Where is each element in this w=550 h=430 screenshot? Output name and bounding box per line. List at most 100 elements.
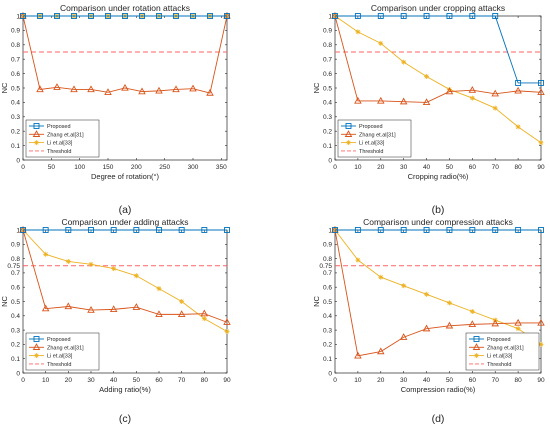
- data-point: [156, 286, 162, 292]
- x-axis-label: Cropping radio(%): [408, 172, 469, 181]
- y-tick-label: 0: [16, 370, 20, 377]
- y-tick-label: 0.7: [323, 270, 332, 277]
- y-tick-label: 0.6: [323, 285, 332, 292]
- data-point: [88, 13, 94, 19]
- x-axis-label: Compression radio(%): [401, 385, 476, 394]
- x-tick-label: 90: [537, 164, 545, 171]
- x-tick-label: 10: [354, 164, 362, 171]
- x-tick-label: 0: [333, 164, 337, 171]
- legend-entry: Li et.al[33]: [29, 140, 73, 147]
- data-point: [121, 83, 129, 91]
- data-point: [104, 88, 112, 95]
- series-line: [22, 15, 228, 94]
- y-tick-label: 0.1: [323, 143, 332, 150]
- legend-label: Zhang et.al[31]: [487, 345, 524, 351]
- legend-marker: [473, 336, 480, 342]
- y-tick-label: 0.4: [323, 100, 332, 107]
- data-point: [538, 227, 544, 233]
- x-axis-label: Degree of rotation(°): [91, 172, 160, 181]
- data-point: [515, 80, 522, 86]
- data-point: [354, 96, 362, 104]
- y-tick-label: 0.7: [11, 270, 20, 277]
- data-point: [206, 88, 214, 96]
- data-point: [377, 13, 384, 19]
- data-point: [492, 227, 499, 233]
- x-tick-label: 100: [74, 164, 85, 171]
- data-point: [424, 291, 430, 297]
- data-point: [332, 13, 338, 19]
- y-axis-label: NC: [0, 82, 9, 93]
- x-tick-label: 10: [42, 377, 50, 384]
- data-point: [139, 13, 145, 19]
- data-point: [179, 299, 185, 304]
- data-point: [65, 258, 71, 264]
- legend-label: Li et.al[33]: [47, 141, 73, 147]
- y-tick-label: 1: [328, 227, 332, 234]
- data-point: [537, 88, 545, 95]
- data-point: [155, 86, 163, 94]
- data-point: [172, 85, 180, 93]
- x-tick-label: 70: [492, 377, 500, 384]
- legend-marker: [33, 336, 40, 342]
- data-point: [132, 303, 141, 310]
- x-tick-label: 80: [514, 164, 522, 171]
- chart-title: Comparison under rotation attacks: [60, 3, 190, 13]
- data-point: [110, 227, 117, 233]
- data-point: [514, 86, 522, 94]
- y-tick-label: 0.9: [11, 28, 20, 35]
- series-li-et-al-33: [20, 227, 230, 335]
- x-tick-label: 50: [48, 164, 56, 171]
- data-point: [399, 97, 408, 105]
- data-point: [446, 227, 453, 233]
- legend-entry: Zhang et.al[31]: [341, 130, 396, 138]
- series-line: [22, 229, 228, 332]
- y-tick-label: 0.2: [323, 129, 332, 136]
- legend-label: Proposed: [359, 124, 383, 130]
- legend-label: Threshold: [47, 149, 71, 155]
- data-point: [491, 89, 499, 97]
- data-point: [468, 86, 477, 93]
- x-tick-label: 350: [216, 164, 227, 171]
- data-point: [401, 283, 407, 289]
- data-point: [42, 227, 49, 233]
- legend-marker: [33, 123, 40, 129]
- data-point: [492, 13, 499, 19]
- series-zhang-et-al-31: [19, 11, 231, 96]
- data-point: [88, 261, 94, 267]
- x-tick-label: 80: [201, 377, 209, 384]
- y-tick-label: 0.6: [323, 71, 332, 78]
- legend-label: Zhang et.al[31]: [47, 132, 84, 138]
- data-point: [65, 227, 72, 233]
- chart-title: Comparison under adding attacks: [61, 217, 188, 227]
- series-line: [334, 15, 542, 103]
- legend-label: Zhang et.al[31]: [47, 345, 84, 351]
- legend-label: Li et.al[33]: [487, 354, 513, 360]
- legend-entry: Proposed: [469, 336, 511, 343]
- legend-entry: Zhang et.al[31]: [29, 343, 84, 351]
- y-tick-label: 0.75: [7, 263, 20, 270]
- data-point: [445, 87, 454, 95]
- data-point: [207, 13, 213, 19]
- data-point: [422, 324, 431, 332]
- y-tick-label: 0.1: [11, 143, 20, 150]
- x-tick-label: 20: [65, 377, 73, 384]
- data-point: [224, 329, 230, 335]
- legend: Proposed Zhang et.al[31] Li et.al[33] Thres…: [25, 119, 100, 158]
- legend-entry: Threshold: [29, 362, 71, 368]
- chart-panel-2: Comparison under cropping attacks 0 0.1 0.2…: [312, 3, 545, 216]
- data-point: [538, 341, 544, 347]
- y-tick-label: 0: [328, 370, 332, 377]
- series-zhang-et-al-31: [331, 225, 545, 359]
- y-tick-label: 0.8: [11, 256, 20, 263]
- series-proposed: [20, 227, 230, 233]
- data-point: [399, 333, 408, 340]
- data-point: [109, 305, 118, 313]
- x-tick-label: 30: [400, 164, 408, 171]
- y-axis-label: NC: [312, 82, 321, 93]
- y-tick-label: 0.6: [11, 285, 20, 292]
- data-point: [423, 13, 430, 19]
- x-tick-label: 60: [469, 377, 477, 384]
- legend-entry: Threshold: [469, 362, 511, 368]
- legend-marker: [34, 140, 39, 146]
